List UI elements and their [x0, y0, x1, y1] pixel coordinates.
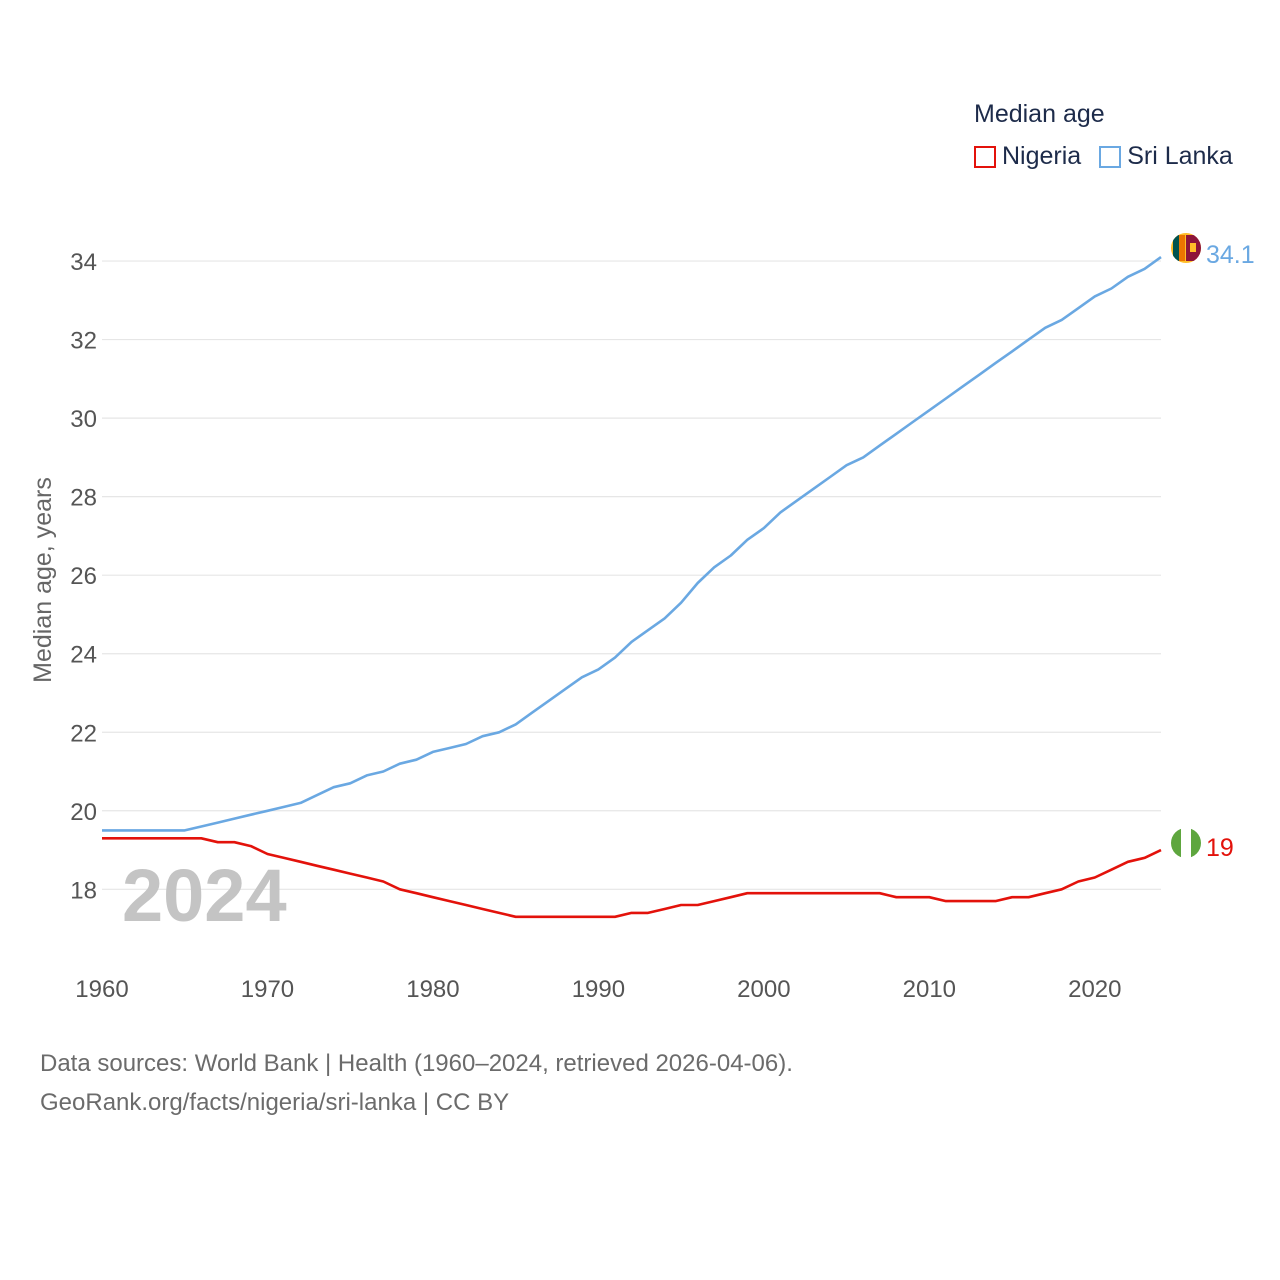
- legend-title: Median age: [974, 100, 1105, 128]
- x-tick-label: 2020: [1068, 976, 1121, 1003]
- series-line-sri-lanka: [102, 256, 1162, 832]
- footer: Data sources: World Bank | Health (1960–…: [40, 1044, 793, 1122]
- legend-item-sri-lanka[interactable]: Sri Lanka: [1099, 142, 1233, 171]
- y-axis-ticks: 18 20 22 24 26 28 30 32 34: [70, 249, 97, 904]
- sri-lanka-flag-icon: [1171, 233, 1201, 263]
- y-tick-label: 18: [70, 877, 97, 904]
- legend: Nigeria Sri Lanka: [974, 142, 1233, 171]
- y-tick-label: 26: [70, 563, 97, 590]
- y-tick-label: 32: [70, 328, 97, 355]
- x-tick-label: 1990: [572, 976, 625, 1003]
- nigeria-flag-icon: [1171, 828, 1201, 858]
- end-markers: [1171, 233, 1201, 858]
- end-label-nigeria: 19: [1206, 834, 1234, 862]
- x-tick-label: 1980: [406, 976, 459, 1003]
- x-axis-ticks: 1960 1970 1980 1990 2000 2010 2020: [75, 976, 1121, 1003]
- legend-swatch-nigeria: [974, 145, 996, 168]
- x-tick-label: 2000: [737, 976, 790, 1003]
- y-tick-label: 20: [70, 799, 97, 826]
- x-tick-label: 2010: [903, 976, 956, 1003]
- series-line-nigeria: [102, 836, 1162, 919]
- y-tick-label: 30: [70, 406, 97, 433]
- x-tick-label: 1960: [75, 976, 128, 1003]
- series-lines: [102, 256, 1162, 919]
- y-axis-label: Median age, years: [29, 477, 57, 683]
- end-labels: 19 34.1: [1206, 241, 1255, 862]
- legend-label-sri-lanka: Sri Lanka: [1127, 142, 1233, 170]
- y-tick-label: 34: [70, 249, 97, 276]
- data-sources-text: Data sources: World Bank | Health (1960–…: [40, 1050, 793, 1077]
- legend-item-nigeria[interactable]: Nigeria: [974, 142, 1081, 171]
- end-label-sri-lanka: 34.1: [1206, 241, 1255, 269]
- source-link[interactable]: GeoRank.org/facts/nigeria/sri-lanka | CC…: [40, 1089, 510, 1116]
- gridlines: [102, 260, 1161, 890]
- year-label: 2024: [122, 854, 287, 937]
- x-tick-label: 1970: [241, 976, 294, 1003]
- y-tick-label: 28: [70, 485, 97, 512]
- y-tick-label: 24: [70, 642, 97, 669]
- legend-swatch-sri-lanka: [1099, 145, 1122, 168]
- legend-label-nigeria: Nigeria: [1002, 142, 1082, 170]
- y-tick-label: 22: [70, 720, 97, 747]
